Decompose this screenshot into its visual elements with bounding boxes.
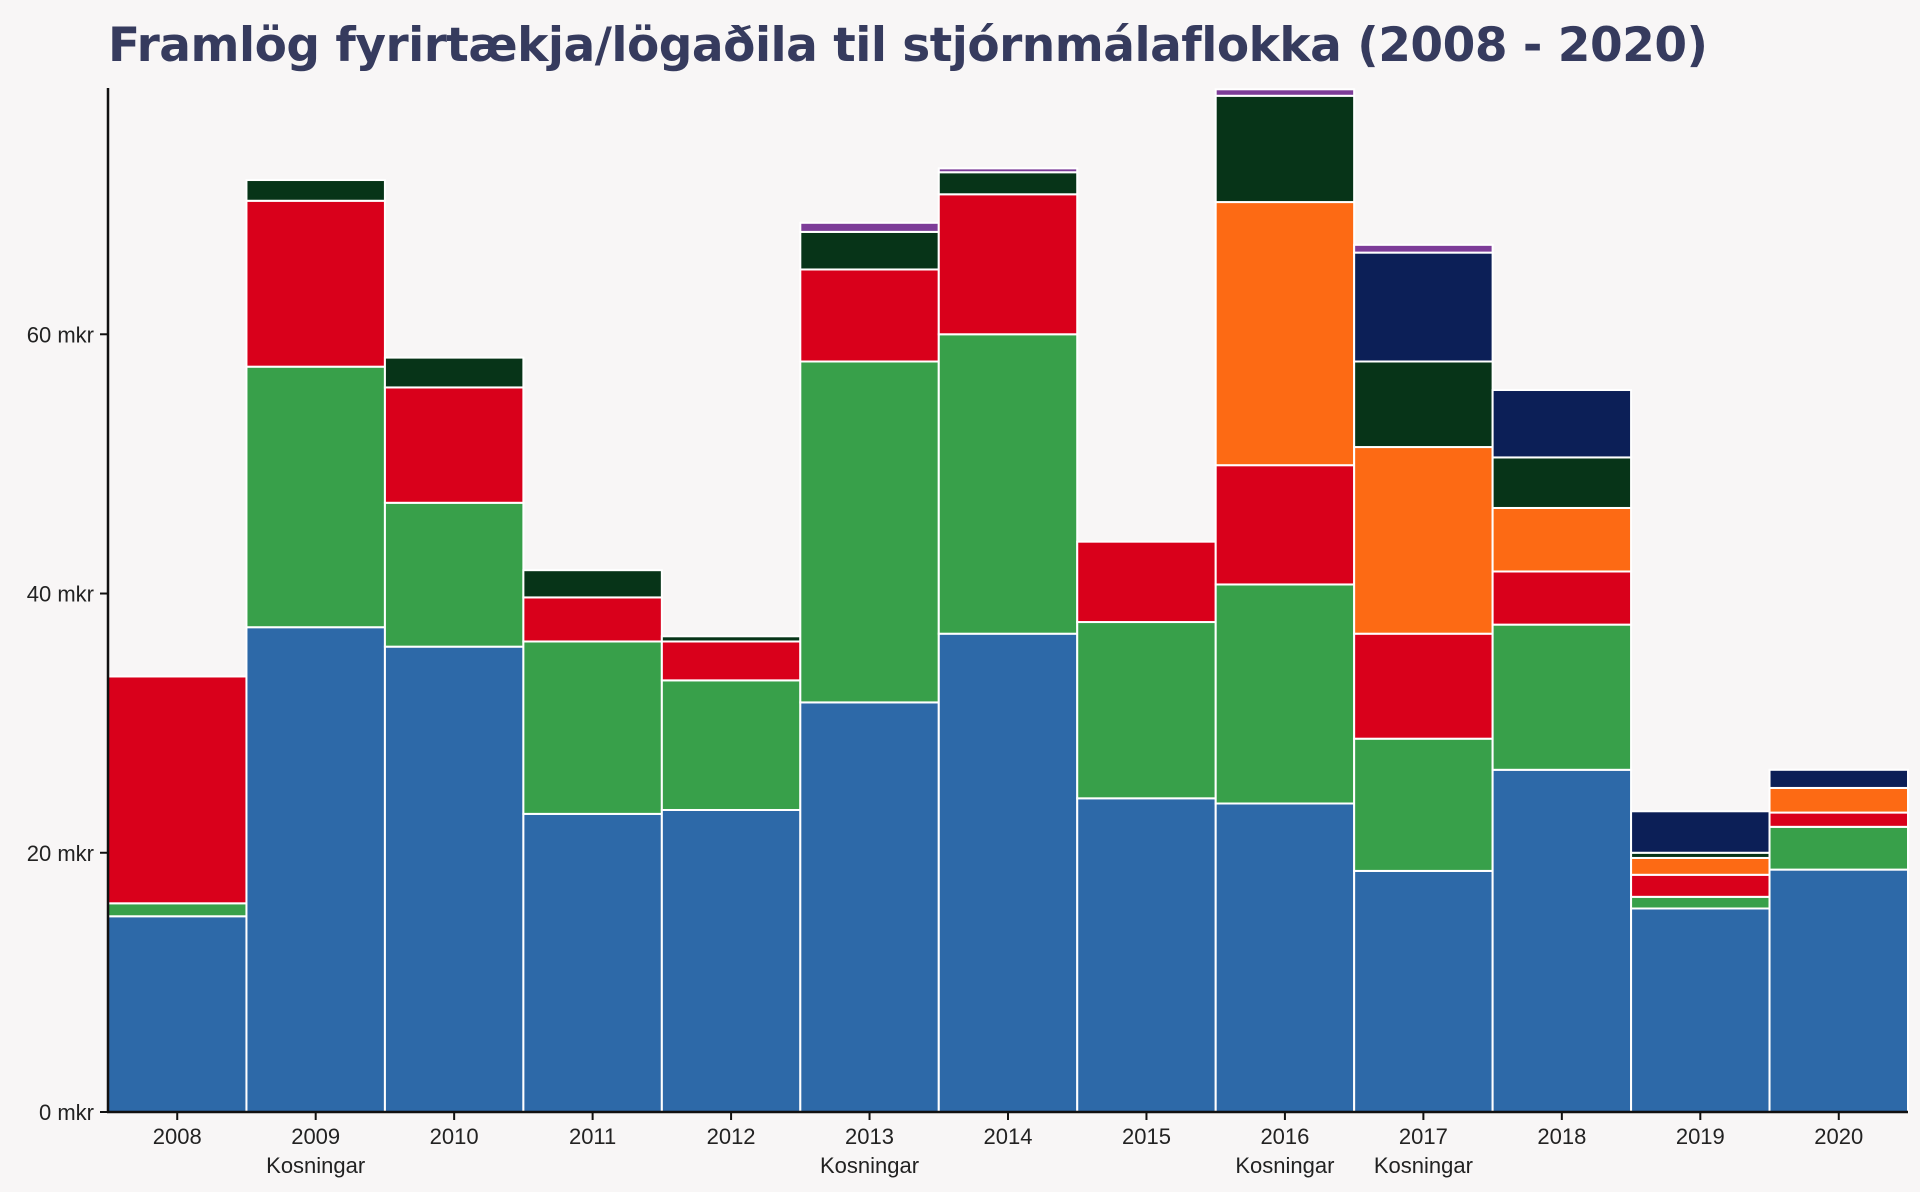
bar-segment-navy-2017: [1353, 251, 1494, 363]
bar-segment-green-2020: [1768, 825, 1909, 871]
bar-segment-red-2008: [107, 675, 248, 905]
x-tick-label: 2020: [1814, 1124, 1863, 1149]
bar-segment-dark-green-2013: [799, 230, 940, 271]
bar-segment-dark-green-2010: [383, 356, 525, 389]
bar-segment-navy-2019: [1630, 810, 1771, 854]
bar-segment-blue-2011: [522, 812, 663, 1113]
bars-layer: [107, 88, 1909, 1114]
bar-segment-orange-2016: [1214, 201, 1356, 467]
bar-segment-dark-green-2011: [522, 569, 663, 599]
bar-segment-blue-2010: [383, 645, 525, 1113]
y-tick-label: 40 mkr: [27, 582, 94, 607]
bar-segment-purple-2014: [937, 167, 1079, 174]
y-tick-label: 60 mkr: [27, 322, 94, 347]
bar-segment-red-2018: [1491, 570, 1633, 626]
bar-segment-green-2008: [107, 902, 248, 918]
bar-segment-red-2020: [1768, 811, 1909, 828]
bar-segment-red-2011: [522, 596, 663, 643]
bar-segment-purple-2017: [1353, 243, 1494, 254]
bar-segment-red-2010: [383, 386, 525, 504]
bar-segment-dark-green-2012: [660, 635, 802, 643]
bar-segment-orange-2017: [1353, 446, 1494, 635]
bar-segment-blue-2018: [1491, 768, 1633, 1114]
y-tick-label: 20 mkr: [27, 841, 94, 866]
bar-segment-green-2014: [937, 333, 1079, 635]
bar-segment-red-2016: [1214, 464, 1356, 586]
x-tick-label: 2018: [1537, 1124, 1586, 1149]
x-tick-label: 2017: [1399, 1124, 1448, 1149]
bar-segment-dark-green-2009: [245, 179, 386, 202]
bar-segment-dark-green-2018: [1491, 456, 1633, 509]
x-tick-label: 2010: [430, 1124, 479, 1149]
x-tick-label: 2012: [707, 1124, 756, 1149]
bar-segment-green-2013: [799, 360, 940, 704]
bar-segment-red-2019: [1630, 873, 1771, 898]
bar-segment-green-2016: [1214, 583, 1356, 805]
election-label: Kosningar: [266, 1153, 365, 1178]
bar-segment-blue-2020: [1768, 868, 1909, 1113]
bar-segment-dark-green-2017: [1353, 360, 1494, 449]
bar-segment-red-2014: [937, 193, 1079, 336]
x-tick-label: 2013: [845, 1124, 894, 1149]
bar-segment-purple-2016: [1214, 88, 1356, 97]
bar-segment-green-2009: [245, 365, 386, 629]
axes-layer: [100, 88, 1908, 1120]
x-tick-label: 2009: [291, 1124, 340, 1149]
bar-segment-blue-2016: [1214, 802, 1356, 1113]
bar-segment-blue-2015: [1076, 797, 1217, 1113]
bar-segment-orange-2019: [1630, 856, 1771, 876]
bar-segment-green-2010: [383, 501, 525, 648]
bar-segment-blue-2013: [799, 701, 940, 1114]
bar-segment-red-2015: [1076, 540, 1217, 624]
bar-segment-green-2012: [660, 679, 802, 811]
bar-segment-red-2017: [1353, 632, 1494, 740]
bar-segment-red-2012: [660, 640, 802, 682]
bar-segment-blue-2009: [245, 626, 386, 1114]
bar-segment-green-2015: [1076, 621, 1217, 800]
bar-segment-navy-2020: [1768, 768, 1909, 789]
x-tick-label: 2008: [153, 1124, 202, 1149]
bar-segment-dark-green-2016: [1214, 94, 1356, 204]
bar-segment-blue-2008: [107, 915, 248, 1114]
bar-segment-green-2017: [1353, 737, 1494, 872]
x-tick-label: 2015: [1122, 1124, 1171, 1149]
bar-segment-green-2018: [1491, 623, 1633, 771]
bar-segment-green-2019: [1630, 895, 1771, 910]
chart-title: Framlög fyrirtækja/lögaðila til stjórnmá…: [108, 18, 1708, 73]
bar-segment-blue-2019: [1630, 907, 1771, 1114]
x-tick-label: 2019: [1676, 1124, 1725, 1149]
bar-segment-purple-2013: [799, 221, 940, 233]
bar-segment-blue-2014: [937, 632, 1079, 1114]
bar-segment-green-2011: [522, 640, 663, 815]
bar-segment-red-2013: [799, 268, 940, 363]
x-tick-label: 2014: [984, 1124, 1033, 1149]
bar-segment-red-2009: [245, 199, 386, 368]
bar-segment-orange-2020: [1768, 786, 1909, 814]
bar-segment-dark-green-2014: [937, 171, 1079, 196]
y-tick-label: 0 mkr: [39, 1100, 94, 1125]
bar-segment-navy-2018: [1491, 389, 1633, 459]
x-tick-label: 2016: [1260, 1124, 1309, 1149]
labels-layer: 0 mkr 20 mkr 40 mkr 60 mkr 2008 2009 Kosningar…: [27, 322, 1863, 1178]
election-label: Kosningar: [1374, 1153, 1473, 1178]
election-label: Kosningar: [820, 1153, 919, 1178]
election-label: Kosningar: [1235, 1153, 1334, 1178]
bar-segment-blue-2012: [660, 808, 802, 1113]
x-tick-label: 2011: [569, 1124, 616, 1149]
bar-segment-orange-2018: [1491, 506, 1633, 573]
bar-segment-blue-2017: [1353, 869, 1494, 1113]
